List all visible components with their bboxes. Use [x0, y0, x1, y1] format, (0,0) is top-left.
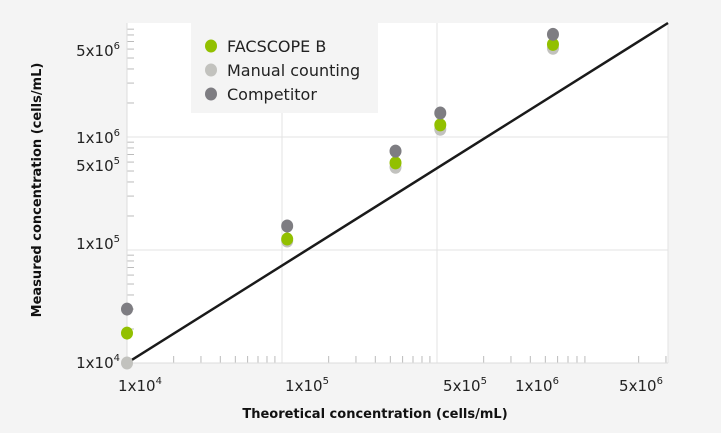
- data-points: [121, 27, 559, 370]
- y-axis-label: Measured concentration (cells/mL): [30, 63, 45, 318]
- legend-label: FACSCOPE B: [227, 37, 326, 56]
- point-facscope-b: [281, 232, 294, 246]
- tick-label: 1x104: [118, 376, 162, 395]
- reference-line: [126, 21, 669, 365]
- legend-marker: [205, 63, 217, 77]
- tick-label: 5x106: [76, 41, 120, 60]
- x-axis-label: Theoretical concentration (cells/mL): [242, 407, 507, 422]
- point-competitor: [389, 144, 402, 158]
- point-competitor: [281, 219, 294, 233]
- tick-label: 5x106: [619, 376, 663, 395]
- x-tick-labels: 1x104 1x105 5x105 1x106 5x106: [118, 376, 663, 395]
- tick-label: 1x106: [515, 376, 559, 395]
- tick-label: 5x105: [76, 156, 120, 175]
- legend: FACSCOPE B Manual counting Competitor: [191, 23, 378, 113]
- point-facscope-b: [389, 156, 402, 170]
- point-facscope-b: [121, 326, 133, 340]
- tick-label: 1x105: [76, 234, 120, 253]
- point-manual-counting: [121, 356, 133, 370]
- tick-label: 1x106: [76, 128, 120, 147]
- legend-label: Competitor: [227, 85, 317, 104]
- legend-marker: [205, 87, 217, 101]
- point-facscope-b: [546, 37, 559, 51]
- legend-marker: [205, 39, 217, 53]
- point-competitor: [546, 27, 559, 41]
- tick-label: 1x104: [76, 353, 120, 372]
- legend-box: [191, 23, 378, 113]
- point-competitor: [121, 302, 133, 316]
- legend-label: Manual counting: [227, 61, 360, 80]
- tick-label: 5x105: [443, 376, 487, 395]
- tick-label: 1x105: [285, 376, 329, 395]
- point-competitor: [434, 106, 447, 120]
- point-facscope-b: [434, 118, 447, 132]
- y-tick-labels: 5x106 1x106 5x105 1x105 1x104: [76, 41, 120, 372]
